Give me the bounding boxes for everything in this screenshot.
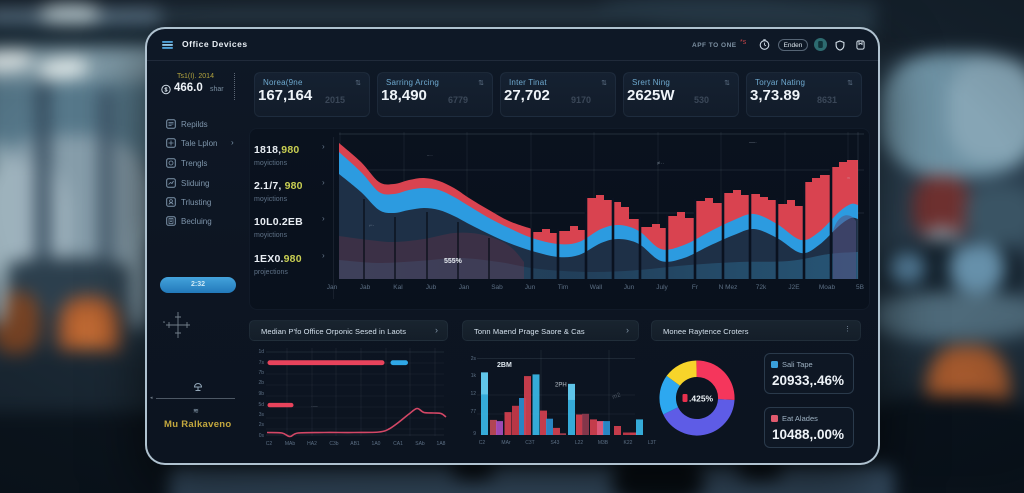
svg-text:Jun: Jun [624,284,635,291]
svg-text:.425%: .425% [689,394,714,404]
svg-text:C2: C2 [266,441,273,447]
svg-text:HA2: HA2 [307,441,317,447]
svg-text:Moab: Moab [819,284,836,291]
svg-text:1A0: 1A0 [372,441,381,447]
svg-text:Tim: Tim [558,284,569,291]
svg-text:1k: 1k [471,373,477,379]
svg-text:12: 12 [470,391,476,397]
svg-text:2BM: 2BM [497,362,512,369]
svg-text:Wall: Wall [590,284,603,291]
svg-text:Jan: Jan [459,284,470,291]
svg-text:≠··: ≠·· [657,161,664,167]
svg-text:77: 77 [470,409,476,415]
svg-text:S43: S43 [551,440,560,446]
svg-text:C3b: C3b [329,441,338,447]
svg-text:3s: 3s [259,412,265,418]
svg-text:Jab: Jab [360,284,371,291]
svg-text:L3T: L3T [648,440,657,446]
svg-text:1d: 1d [258,349,264,355]
svg-text:u: u [163,319,165,324]
svg-text:Sab: Sab [491,284,503,291]
svg-text:1A8: 1A8 [437,441,446,447]
svg-text:≈: ≈ [847,176,851,182]
svg-text:SAb: SAb [415,441,425,447]
svg-text:C2: C2 [479,440,486,446]
svg-text:·—: ·— [311,404,318,410]
svg-text:MAb: MAb [285,441,296,447]
svg-text:Fr: Fr [692,284,699,291]
svg-text:N Mez: N Mez [719,284,738,291]
svg-text:—·: —· [749,140,757,146]
svg-text:AB1: AB1 [350,441,360,447]
svg-text:2b: 2b [258,380,264,386]
svg-text:C3T: C3T [525,440,534,446]
svg-text:5d: 5d [258,402,264,408]
svg-text:K22: K22 [624,440,633,446]
svg-text:-··: -·· [427,153,433,159]
svg-text:⌐·: ⌐· [369,223,375,229]
svg-text:Jun: Jun [525,284,536,291]
svg-text:CA1: CA1 [393,441,403,447]
svg-text:2s: 2s [471,356,477,362]
svg-text:7b: 7b [258,370,264,376]
svg-text:2PH: 2PH [555,383,567,389]
svg-text:5B: 5B [856,284,864,291]
svg-text:72k: 72k [756,284,767,291]
svg-text:m2: m2 [612,392,623,401]
svg-text:0s: 0s [259,433,265,439]
svg-text:555%: 555% [444,258,463,265]
svg-text:Kal: Kal [393,284,403,291]
svg-text:7s: 7s [259,360,265,366]
svg-text:L22: L22 [575,440,584,446]
svg-text:9b: 9b [258,391,264,397]
svg-text:2s: 2s [259,422,265,428]
svg-text:MAr: MAr [501,440,511,446]
svg-text:J2E: J2E [788,284,800,291]
svg-text:9: 9 [473,431,476,437]
svg-text:Jub: Jub [426,284,437,291]
svg-text:July: July [656,284,668,291]
svg-text:M3B: M3B [598,440,609,446]
svg-text:Jan: Jan [327,284,338,291]
